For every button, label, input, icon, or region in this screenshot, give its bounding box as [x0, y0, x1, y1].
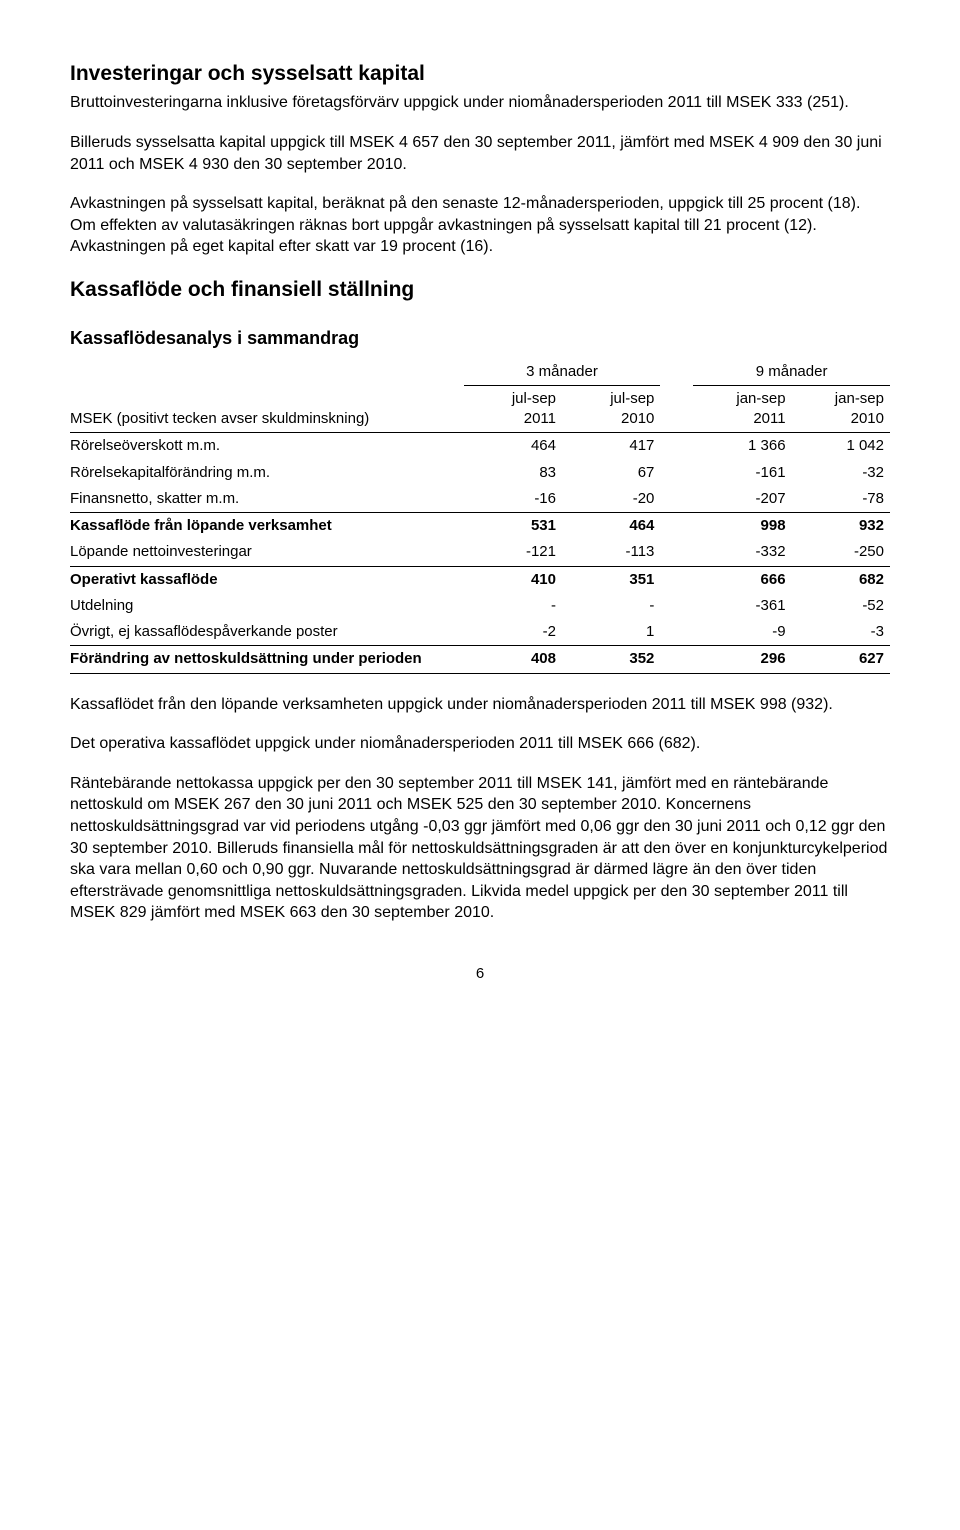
- row-value: -16: [464, 486, 562, 513]
- col-header-label: MSEK (positivt tecken avser skuldminskni…: [70, 385, 464, 433]
- period-header-9m: 9 månader: [693, 359, 890, 386]
- row-value: 464: [562, 513, 660, 540]
- row-value: -361: [693, 593, 791, 619]
- row-value: 682: [792, 566, 890, 593]
- row-value: 998: [693, 513, 791, 540]
- section2-subheading: Kassaflödesanalys i sammandrag: [70, 326, 890, 350]
- row-label: Rörelseöverskott m.m.: [70, 433, 464, 460]
- row-value: 296: [693, 646, 791, 673]
- row-value: -52: [792, 593, 890, 619]
- row-value: -2: [464, 619, 562, 646]
- below-p3: Räntebärande nettokassa uppgick per den …: [70, 773, 890, 924]
- page-number: 6: [70, 964, 890, 984]
- row-label: Finansnetto, skatter m.m.: [70, 486, 464, 513]
- table-row: Kassaflöde från löpande verksamhet531464…: [70, 513, 890, 540]
- row-value: 531: [464, 513, 562, 540]
- section1-p3: Avkastningen på sysselsatt kapital, berä…: [70, 193, 890, 258]
- row-value: 410: [464, 566, 562, 593]
- row-value: 67: [562, 460, 660, 486]
- row-value: -161: [693, 460, 791, 486]
- row-label: Löpande nettoinvesteringar: [70, 539, 464, 566]
- row-value: -332: [693, 539, 791, 566]
- row-value: 1: [562, 619, 660, 646]
- row-value: 83: [464, 460, 562, 486]
- row-value: -3: [792, 619, 890, 646]
- section2-heading: Kassaflöde och finansiell ställning: [70, 276, 890, 304]
- row-value: 408: [464, 646, 562, 673]
- row-value: -9: [693, 619, 791, 646]
- row-value: -121: [464, 539, 562, 566]
- row-value: -: [464, 593, 562, 619]
- col-header-c3: jan-sep2011: [693, 385, 791, 433]
- row-value: 352: [562, 646, 660, 673]
- section1-p1: Bruttoinvesteringarna inklusive företags…: [70, 92, 890, 114]
- row-label: Övrigt, ej kassaflödespåverkande poster: [70, 619, 464, 646]
- table-row: Rörelseöverskott m.m.464417 1 3661 042: [70, 433, 890, 460]
- col-header-c2: jul-sep2010: [562, 385, 660, 433]
- below-p1: Kassaflödet från den löpande verksamhete…: [70, 694, 890, 716]
- table-col-header: MSEK (positivt tecken avser skuldminskni…: [70, 385, 890, 433]
- table-row: Finansnetto, skatter m.m.-16-20 -207-78: [70, 486, 890, 513]
- row-value: -: [562, 593, 660, 619]
- col-header-c1: jul-sep2011: [464, 385, 562, 433]
- row-value: 1 366: [693, 433, 791, 460]
- table-period-header: 3 månader 9 månader: [70, 359, 890, 386]
- row-label: Utdelning: [70, 593, 464, 619]
- row-value: -32: [792, 460, 890, 486]
- row-value: -207: [693, 486, 791, 513]
- row-label: Förändring av nettoskuldsättning under p…: [70, 646, 464, 673]
- section1-heading: Investeringar och sysselsatt kapital: [70, 60, 890, 88]
- row-value: -20: [562, 486, 660, 513]
- col-header-c4: jan-sep2010: [792, 385, 890, 433]
- section1-p2: Billeruds sysselsatta kapital uppgick ti…: [70, 132, 890, 175]
- row-value: 1 042: [792, 433, 890, 460]
- period-header-3m: 3 månader: [464, 359, 661, 386]
- row-value: 666: [693, 566, 791, 593]
- row-label: Kassaflöde från löpande verksamhet: [70, 513, 464, 540]
- row-value: 351: [562, 566, 660, 593]
- table-row: Övrigt, ej kassaflödespåverkande poster-…: [70, 619, 890, 646]
- row-value: -250: [792, 539, 890, 566]
- cashflow-table: 3 månader 9 månader MSEK (positivt tecke…: [70, 359, 890, 674]
- table-row: Löpande nettoinvesteringar-121-113 -332-2…: [70, 539, 890, 566]
- table-row: Operativt kassaflöde410351 666682: [70, 566, 890, 593]
- row-value: -113: [562, 539, 660, 566]
- row-value: 627: [792, 646, 890, 673]
- below-p2: Det operativa kassaflödet uppgick under …: [70, 733, 890, 755]
- row-value: 417: [562, 433, 660, 460]
- table-row: Rörelsekapitalförändring m.m.8367 -161-32: [70, 460, 890, 486]
- row-label: Operativt kassaflöde: [70, 566, 464, 593]
- row-label: Rörelsekapitalförändring m.m.: [70, 460, 464, 486]
- row-value: 464: [464, 433, 562, 460]
- table-row: Utdelning---361-52: [70, 593, 890, 619]
- row-value: -78: [792, 486, 890, 513]
- row-value: 932: [792, 513, 890, 540]
- table-row: Förändring av nettoskuldsättning under p…: [70, 646, 890, 673]
